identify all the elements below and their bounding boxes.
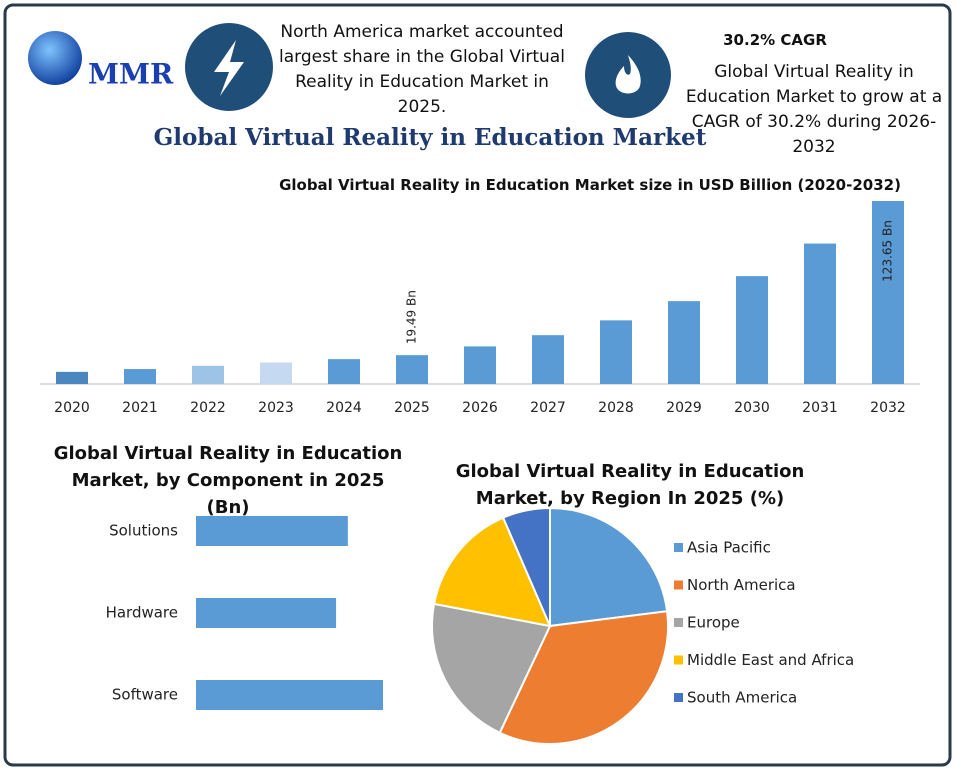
bar	[668, 301, 700, 384]
bar	[328, 359, 360, 384]
pie-slice	[432, 516, 552, 628]
legend-swatch	[674, 543, 683, 552]
pie-slice	[501, 506, 551, 627]
legend-label: North America	[687, 576, 796, 594]
legend-swatch	[674, 580, 683, 590]
legend-label: Europe	[687, 614, 740, 632]
bar	[396, 355, 428, 384]
bar	[124, 369, 156, 384]
pie-slice	[549, 506, 669, 628]
x-tick-label: 2030	[734, 400, 770, 416]
x-tick-label: 2024	[326, 400, 362, 416]
bar	[600, 320, 632, 384]
x-tick-label: 2025	[394, 400, 430, 416]
bar	[196, 598, 337, 628]
bar	[56, 371, 88, 384]
y-tick-label: Software	[112, 686, 178, 704]
x-tick-label: 2020	[54, 400, 90, 416]
legend-swatch	[674, 693, 683, 702]
bar	[872, 201, 904, 384]
legend-label: South America	[687, 689, 797, 707]
cagr-text: Global Virtual Reality in Education Mark…	[685, 62, 943, 157]
legend-swatch	[674, 618, 683, 627]
bar	[192, 365, 224, 384]
x-tick-label: 2029	[666, 400, 702, 416]
logo-text: MMR	[88, 58, 174, 91]
x-tick-label: 2023	[258, 400, 294, 416]
value-label: 19.49 Bn	[405, 290, 419, 344]
x-tick-label: 2031	[802, 400, 838, 416]
logo-globe	[28, 31, 82, 85]
chart-title: Global Virtual Reality in Education Mark…	[279, 176, 901, 194]
note: North America market accounted largest s…	[279, 22, 565, 117]
x-tick-label: 2022	[190, 400, 226, 416]
bar	[196, 680, 383, 710]
legend-label: Asia Pacific	[687, 539, 771, 557]
cagr-title: 30.2% CAGR	[723, 31, 827, 49]
chart-title: Global Virtual Reality in Education Mark…	[455, 461, 805, 509]
bar	[464, 346, 496, 384]
y-tick-label: Hardware	[106, 604, 178, 622]
bar	[196, 516, 348, 546]
legend-label: Middle East and Africa	[687, 651, 854, 669]
x-tick-label: 2027	[530, 400, 566, 416]
bar	[804, 243, 836, 384]
legend-swatch	[674, 655, 683, 665]
value-label: 123.65 Bn	[881, 220, 895, 282]
chart-title: Global Virtual Reality in Education Mark…	[53, 443, 403, 518]
x-tick-label: 2032	[870, 400, 906, 416]
x-tick-label: 2026	[462, 400, 498, 416]
bar	[736, 276, 768, 384]
frame	[3, 3, 952, 767]
x-tick-label: 2028	[598, 400, 634, 416]
bar	[532, 335, 564, 384]
bolt-shape	[214, 40, 244, 96]
x-tick-label: 2021	[122, 400, 158, 416]
pie-slice	[431, 602, 552, 735]
bar	[260, 362, 292, 384]
y-tick-label: Solutions	[109, 522, 178, 540]
flame-shape	[615, 55, 641, 94]
main-title: Global Virtual Reality in Education Mark…	[153, 124, 707, 151]
